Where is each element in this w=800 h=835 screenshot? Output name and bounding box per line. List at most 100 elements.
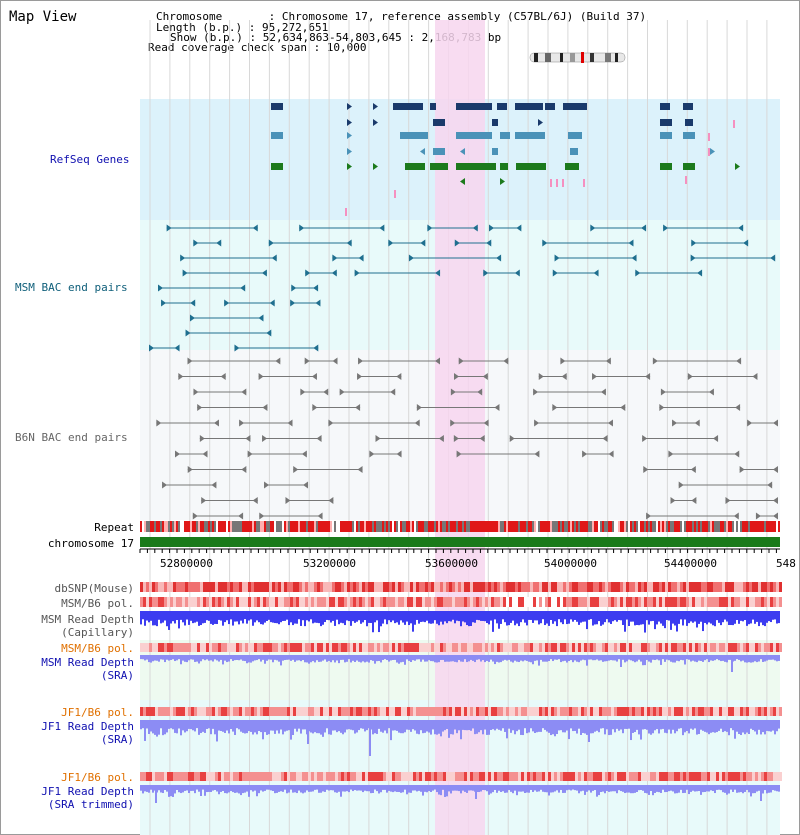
repeat-element — [504, 521, 506, 532]
depth-bar — [724, 655, 726, 662]
heat-cell — [479, 597, 482, 607]
depth-bar — [612, 720, 614, 730]
heat-cell — [578, 597, 581, 607]
bac-end-marker — [202, 450, 208, 458]
heat-cell — [551, 643, 554, 652]
depth-bar — [516, 611, 518, 624]
depth-bar — [274, 611, 276, 624]
depth-bar — [176, 785, 178, 791]
depth-bar — [196, 611, 198, 622]
depth-bar — [548, 785, 550, 796]
heat-cell — [740, 707, 743, 716]
repeat-element — [156, 521, 158, 532]
depth-bar — [554, 611, 556, 622]
heat-cell — [287, 707, 290, 716]
depth-bar — [632, 655, 634, 662]
heat-cell — [161, 772, 164, 781]
depth-bar — [534, 655, 536, 661]
bac-end-marker — [708, 388, 714, 396]
depth-bar — [310, 720, 312, 733]
depth-bar — [254, 785, 256, 791]
depth-bar — [672, 785, 674, 792]
bac-end-marker — [542, 239, 548, 247]
depth-bar — [610, 785, 612, 792]
depth-bar — [142, 720, 144, 729]
heat-cell — [188, 707, 191, 716]
depth-bar — [684, 611, 686, 620]
heat-cell — [335, 643, 338, 652]
depth-bar — [598, 611, 600, 622]
depth-bar — [400, 611, 402, 621]
depth-bar — [714, 655, 716, 661]
heat-cell — [188, 582, 191, 592]
heat-cell — [155, 582, 158, 592]
heat-cell — [479, 772, 482, 781]
depth-bar — [270, 720, 272, 731]
depth-bar — [456, 785, 458, 791]
heat-cell — [311, 772, 314, 781]
repeat-element — [728, 521, 730, 532]
bac-end-marker — [305, 269, 311, 277]
heat-cell — [434, 597, 437, 607]
heat-cell — [311, 582, 314, 592]
heat-cell — [143, 707, 146, 716]
heat-cell — [632, 582, 635, 592]
heat-cell — [326, 643, 329, 652]
heat-cell — [707, 707, 710, 716]
bac-end-marker — [174, 450, 180, 458]
ideogram-band — [545, 53, 551, 62]
depth-bar — [552, 611, 554, 624]
depth-bar — [524, 655, 526, 661]
depth-bar — [198, 720, 200, 735]
depth-bar — [712, 785, 714, 792]
heat-cell — [485, 582, 488, 592]
heat-cell — [422, 707, 425, 716]
depth-bar — [140, 655, 142, 660]
depth-bar — [294, 611, 296, 624]
heat-cell — [551, 582, 554, 592]
bac-end-marker — [496, 254, 502, 262]
depth-bar — [606, 655, 608, 662]
depth-bar — [668, 785, 670, 792]
repeat-element — [696, 521, 698, 532]
depth-bar — [220, 611, 222, 621]
depth-bar — [386, 720, 388, 734]
depth-bar — [390, 720, 392, 741]
depth-bar — [684, 720, 686, 733]
depth-bar — [422, 655, 424, 660]
heat-cell — [656, 597, 659, 607]
repeat-element — [180, 521, 182, 532]
depth-bar — [394, 785, 396, 792]
heat-cell — [692, 772, 695, 781]
depth-bar — [770, 785, 772, 793]
heat-cell — [254, 707, 257, 716]
depth-bar — [776, 720, 778, 732]
depth-bar — [778, 655, 780, 661]
heat-cell — [602, 772, 605, 781]
depth-bar — [660, 720, 662, 730]
heat-cell — [740, 597, 743, 607]
repeat-element — [390, 521, 392, 532]
heat-cell — [221, 643, 224, 652]
heat-cell — [497, 772, 500, 781]
depth-bar — [750, 611, 752, 624]
depth-bar — [332, 720, 334, 731]
depth-bar — [438, 655, 440, 663]
heat-cell — [293, 582, 296, 592]
depth-bar — [484, 720, 486, 730]
depth-bar — [542, 655, 544, 662]
heat-cell — [242, 707, 245, 716]
repeat-element — [540, 521, 542, 532]
repeat-element — [312, 521, 314, 532]
depth-bar — [234, 611, 236, 622]
depth-bar — [494, 785, 496, 790]
heat-cell — [458, 597, 461, 607]
repeat-element — [664, 521, 666, 532]
depth-bar — [262, 611, 264, 625]
heat-cell — [779, 707, 782, 716]
depth-spike — [620, 655, 622, 667]
heat-cell — [560, 772, 563, 781]
depth-bar — [240, 720, 242, 732]
depth-bar — [506, 655, 508, 661]
depth-bar — [700, 655, 702, 661]
